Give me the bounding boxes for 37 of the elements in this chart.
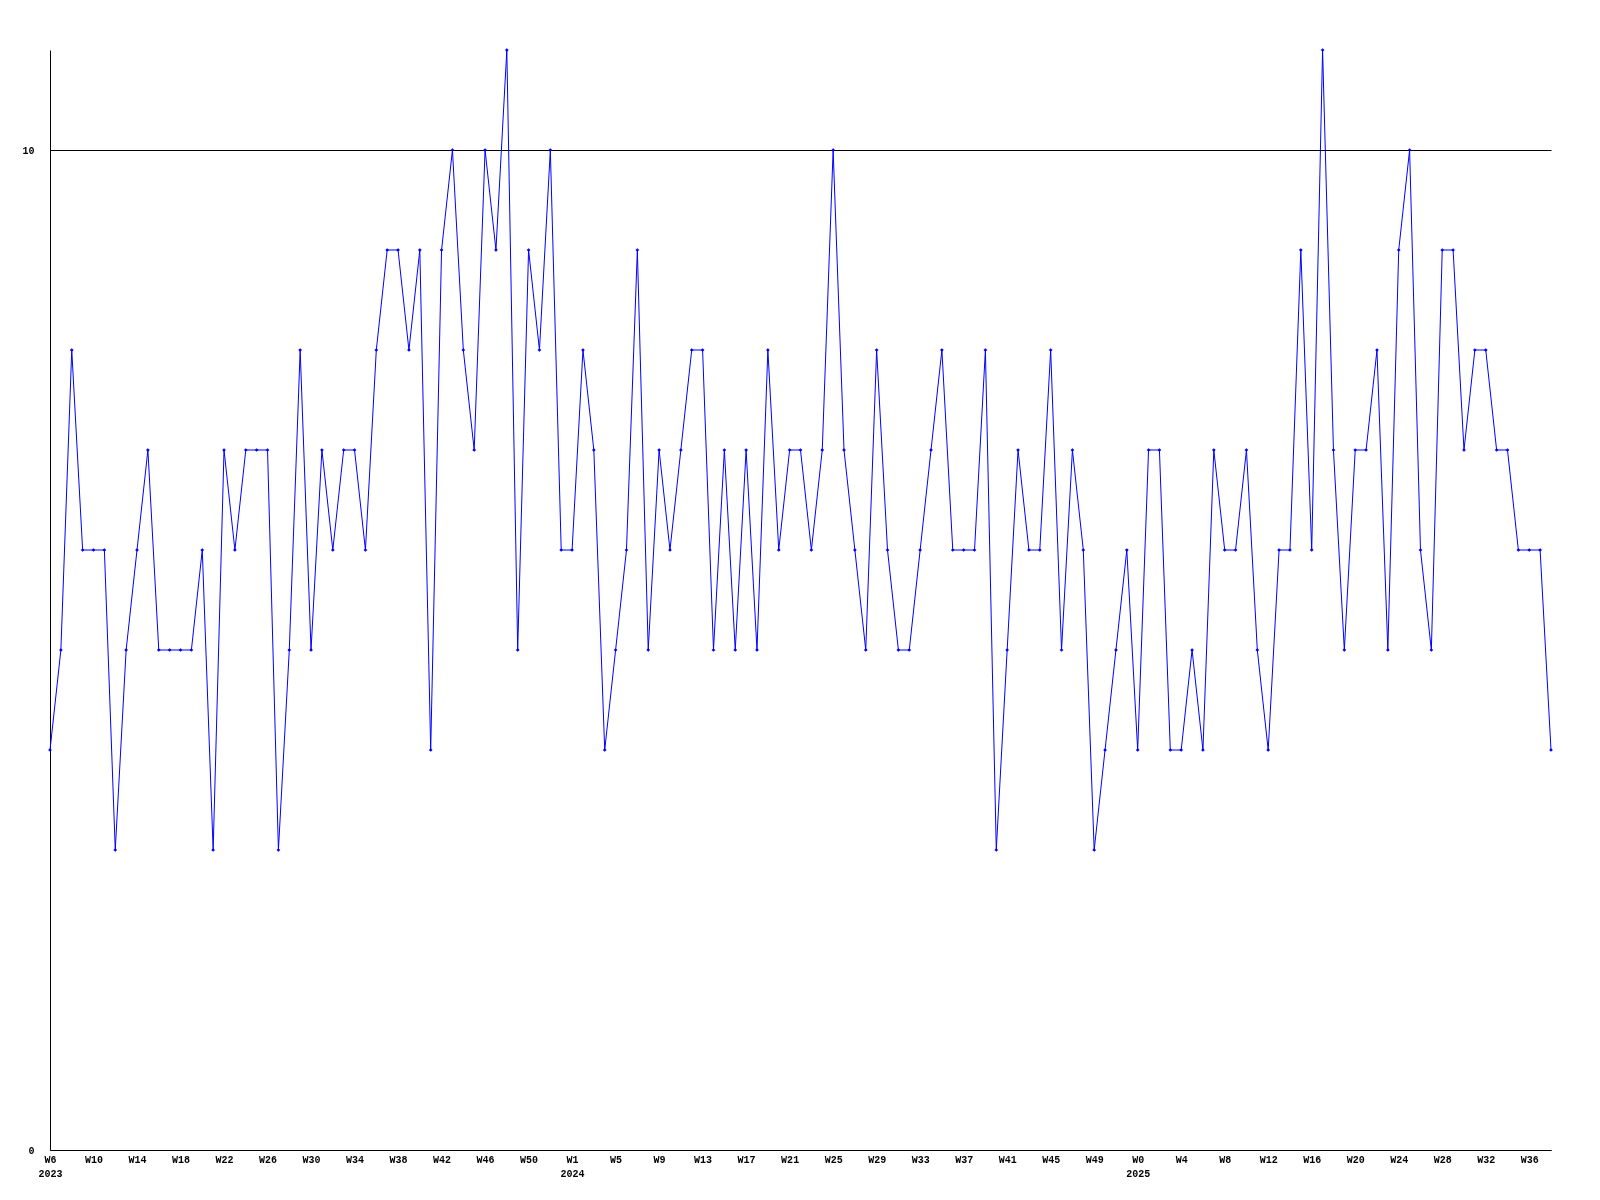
x-tick-label: W28 — [1433, 1154, 1452, 1166]
y-tick-label: 10 — [22, 145, 35, 157]
x-tick-label: W49 — [1085, 1154, 1104, 1166]
x-tick-label: W29 — [868, 1154, 887, 1166]
x-tick-label: W0 2025 — [1126, 1154, 1151, 1180]
x-tick-label: W18 — [172, 1154, 191, 1166]
x-tick-label: W50 — [520, 1154, 539, 1166]
x-tick-label: W46 — [476, 1154, 495, 1166]
x-tick-label: W14 — [128, 1154, 147, 1166]
x-tick-label: W36 — [1520, 1154, 1539, 1166]
x-tick-label: W24 — [1390, 1154, 1409, 1166]
y-tick-label: 0 — [28, 1145, 35, 1157]
x-tick-label: W21 — [781, 1154, 800, 1166]
x-tick-label: W32 — [1477, 1154, 1496, 1166]
x-tick-label: W33 — [911, 1154, 930, 1166]
x-tick-label: W8 — [1219, 1154, 1232, 1166]
x-tick-label: W16 — [1303, 1154, 1322, 1166]
x-tick-label: W17 — [737, 1154, 756, 1166]
x-tick-label: W37 — [955, 1154, 974, 1166]
x-tick-label: W22 — [215, 1154, 234, 1166]
x-tick-label: W20 — [1346, 1154, 1365, 1166]
x-tick-label: W34 — [346, 1154, 365, 1166]
x-tick-label: W9 — [653, 1154, 666, 1166]
x-tick-label: W38 — [389, 1154, 408, 1166]
x-tick-label: W4 — [1175, 1154, 1188, 1166]
x-tick-label: W41 — [998, 1154, 1017, 1166]
x-tick-label: W25 — [824, 1154, 843, 1166]
x-tick-label: W6 2023 — [38, 1154, 63, 1180]
x-tick-label: W1 2024 — [560, 1154, 585, 1180]
x-tick-label: W42 — [433, 1154, 452, 1166]
x-tick-label: W13 — [694, 1154, 713, 1166]
x-tick-label: W12 — [1259, 1154, 1278, 1166]
x-tick-label: W30 — [302, 1154, 321, 1166]
x-tick-label: W10 — [85, 1154, 104, 1166]
x-tick-label: W45 — [1042, 1154, 1061, 1166]
x-tick-label: W5 — [610, 1154, 623, 1166]
x-tick-label: W26 — [259, 1154, 278, 1166]
